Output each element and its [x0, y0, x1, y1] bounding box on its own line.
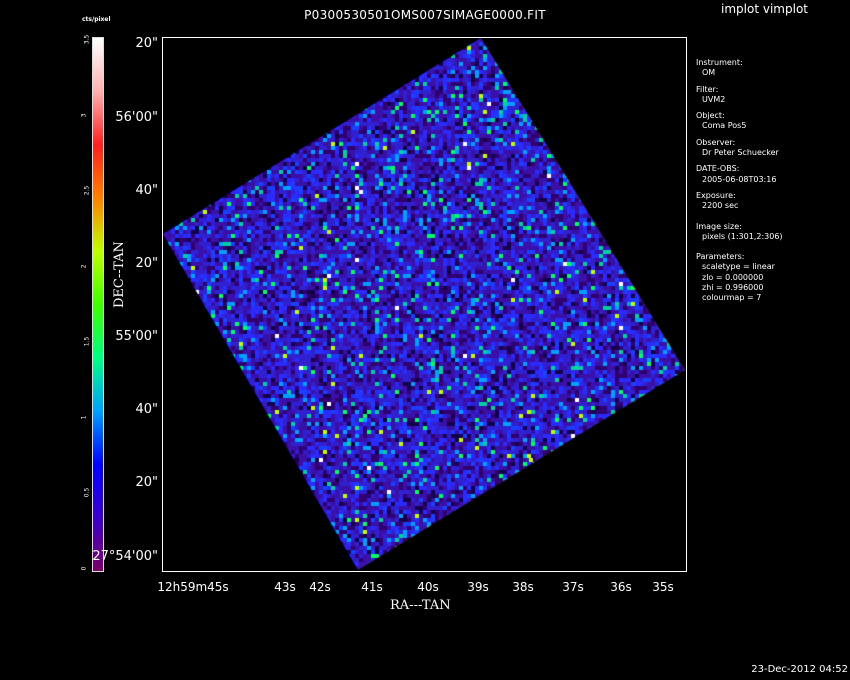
info-label: DATE-OBS: — [696, 164, 740, 174]
info-label: Image size: — [696, 221, 742, 231]
info-item: Object: Coma Pos5 — [696, 111, 783, 132]
info-panel: Instrument: OM Filter: UVM2 Object: Coma Pos5… — [696, 58, 783, 310]
info-value: pixels (1:301,2:306) — [702, 231, 783, 241]
info-label: Exposure: — [696, 190, 736, 200]
colorbar-tick: 1.5 — [83, 337, 91, 347]
colorbar-tick: 3 — [80, 113, 88, 117]
y-tick-label: 55'00" — [115, 329, 158, 344]
info-value: UVM2 — [702, 94, 726, 104]
colorbar-tick: 0.5 — [83, 488, 91, 498]
colorbar-label: cts/pixel — [82, 16, 111, 23]
parameters-block: Parameters: scaletype = linear zlo = 0.00… — [696, 252, 783, 303]
parameters-label: Parameters: — [696, 252, 745, 262]
parameter-line: scaletype = linear — [702, 262, 775, 272]
info-label: Instrument: — [696, 58, 743, 67]
sky-image[interactable] — [163, 38, 686, 571]
info-item: Image size: pixels (1:301,2:306) — [696, 222, 783, 243]
x-tick-label: 36s — [610, 580, 632, 594]
app-title: implot vimplot — [721, 2, 808, 16]
x-tick-label: 38s — [512, 580, 534, 594]
y-axis-label: DEC--TAN — [112, 241, 127, 308]
parameter-line: zhi = 0.996000 — [702, 283, 764, 293]
info-value: Coma Pos5 — [702, 121, 747, 131]
colorbar-tick: 0 — [80, 566, 88, 571]
info-value: 2005-06-08T03:16 — [702, 174, 777, 184]
info-label: Filter: — [696, 84, 719, 94]
info-value: OM — [702, 68, 716, 78]
x-tick-label: 41s — [361, 580, 383, 594]
y-tick-label: 27°54'00" — [92, 549, 158, 564]
colorbar-tick: 2.5 — [83, 185, 91, 196]
y-tick-label: 40" — [135, 183, 158, 198]
colorbar-tick: 1 — [80, 415, 88, 420]
x-tick-label: 40s — [417, 580, 439, 594]
info-value: 2200 sec — [702, 201, 739, 211]
x-axis-label: RA---TAN — [390, 598, 451, 613]
colorbar — [92, 37, 104, 572]
timestamp: 23-Dec-2012 04:52 — [751, 664, 848, 675]
info-item: DATE-OBS: 2005-06-08T03:16 — [696, 164, 783, 185]
y-tick-label: 20" — [135, 36, 158, 51]
info-label: Object: — [696, 111, 725, 121]
x-tick-label: 43s — [274, 580, 296, 594]
info-item: Exposure: 2200 sec — [696, 191, 783, 212]
parameter-line: zlo = 0.000000 — [702, 272, 764, 282]
info-value: Dr Peter Schuecker — [702, 148, 779, 158]
info-item: Instrument: OM — [696, 58, 783, 79]
x-tick-label: 39s — [467, 580, 489, 594]
y-tick-label: 40" — [135, 402, 158, 417]
x-tick-label: 35s — [652, 580, 674, 594]
info-item: Filter: UVM2 — [696, 85, 783, 106]
x-tick-label: 42s — [309, 580, 331, 594]
image-plot[interactable] — [162, 37, 687, 572]
parameter-line: colourmap = 7 — [702, 293, 762, 303]
image-title: P0300530501OMS007SIMAGE0000.FIT — [304, 8, 546, 22]
x-tick-label: 37s — [562, 580, 584, 594]
colorbar-tick: 2 — [80, 264, 88, 269]
colorbar-tick: 3.5 — [83, 34, 91, 45]
y-tick-label: 20" — [135, 256, 158, 271]
y-tick-label: 20" — [135, 475, 158, 490]
x-tick-label: 12h59m45s — [157, 580, 229, 594]
info-item: Observer: Dr Peter Schuecker — [696, 138, 783, 159]
info-label: Observer: — [696, 137, 736, 147]
y-tick-label: 56'00" — [115, 110, 158, 125]
